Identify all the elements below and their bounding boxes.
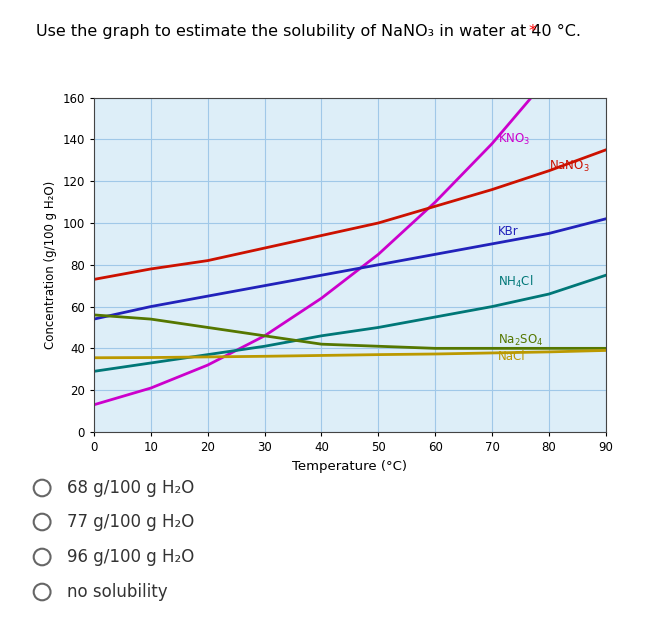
- Text: 68 g/100 g H₂O: 68 g/100 g H₂O: [67, 479, 194, 497]
- Text: 96 g/100 g H₂O: 96 g/100 g H₂O: [67, 548, 194, 566]
- Text: KNO$_3$: KNO$_3$: [498, 132, 530, 147]
- Text: Na$_2$SO$_4$: Na$_2$SO$_4$: [498, 332, 543, 348]
- Text: 77 g/100 g H₂O: 77 g/100 g H₂O: [67, 513, 194, 531]
- Text: Effect of temperature on solubility: Effect of temperature on solubility: [50, 78, 566, 105]
- Text: Use the graph to estimate the solubility of NaNO₃ in water at 40 °C.: Use the graph to estimate the solubility…: [36, 24, 586, 39]
- Text: NH$_4$Cl: NH$_4$Cl: [498, 274, 533, 290]
- Y-axis label: Concentration (g/100 g H₂O): Concentration (g/100 g H₂O): [44, 181, 57, 349]
- Text: NaCl: NaCl: [498, 350, 526, 363]
- X-axis label: Temperature (°C): Temperature (°C): [292, 459, 408, 473]
- Text: NaNO$_3$: NaNO$_3$: [549, 159, 590, 174]
- Text: no solubility: no solubility: [67, 583, 167, 601]
- Text: *: *: [528, 24, 536, 39]
- Text: KBr: KBr: [498, 225, 518, 238]
